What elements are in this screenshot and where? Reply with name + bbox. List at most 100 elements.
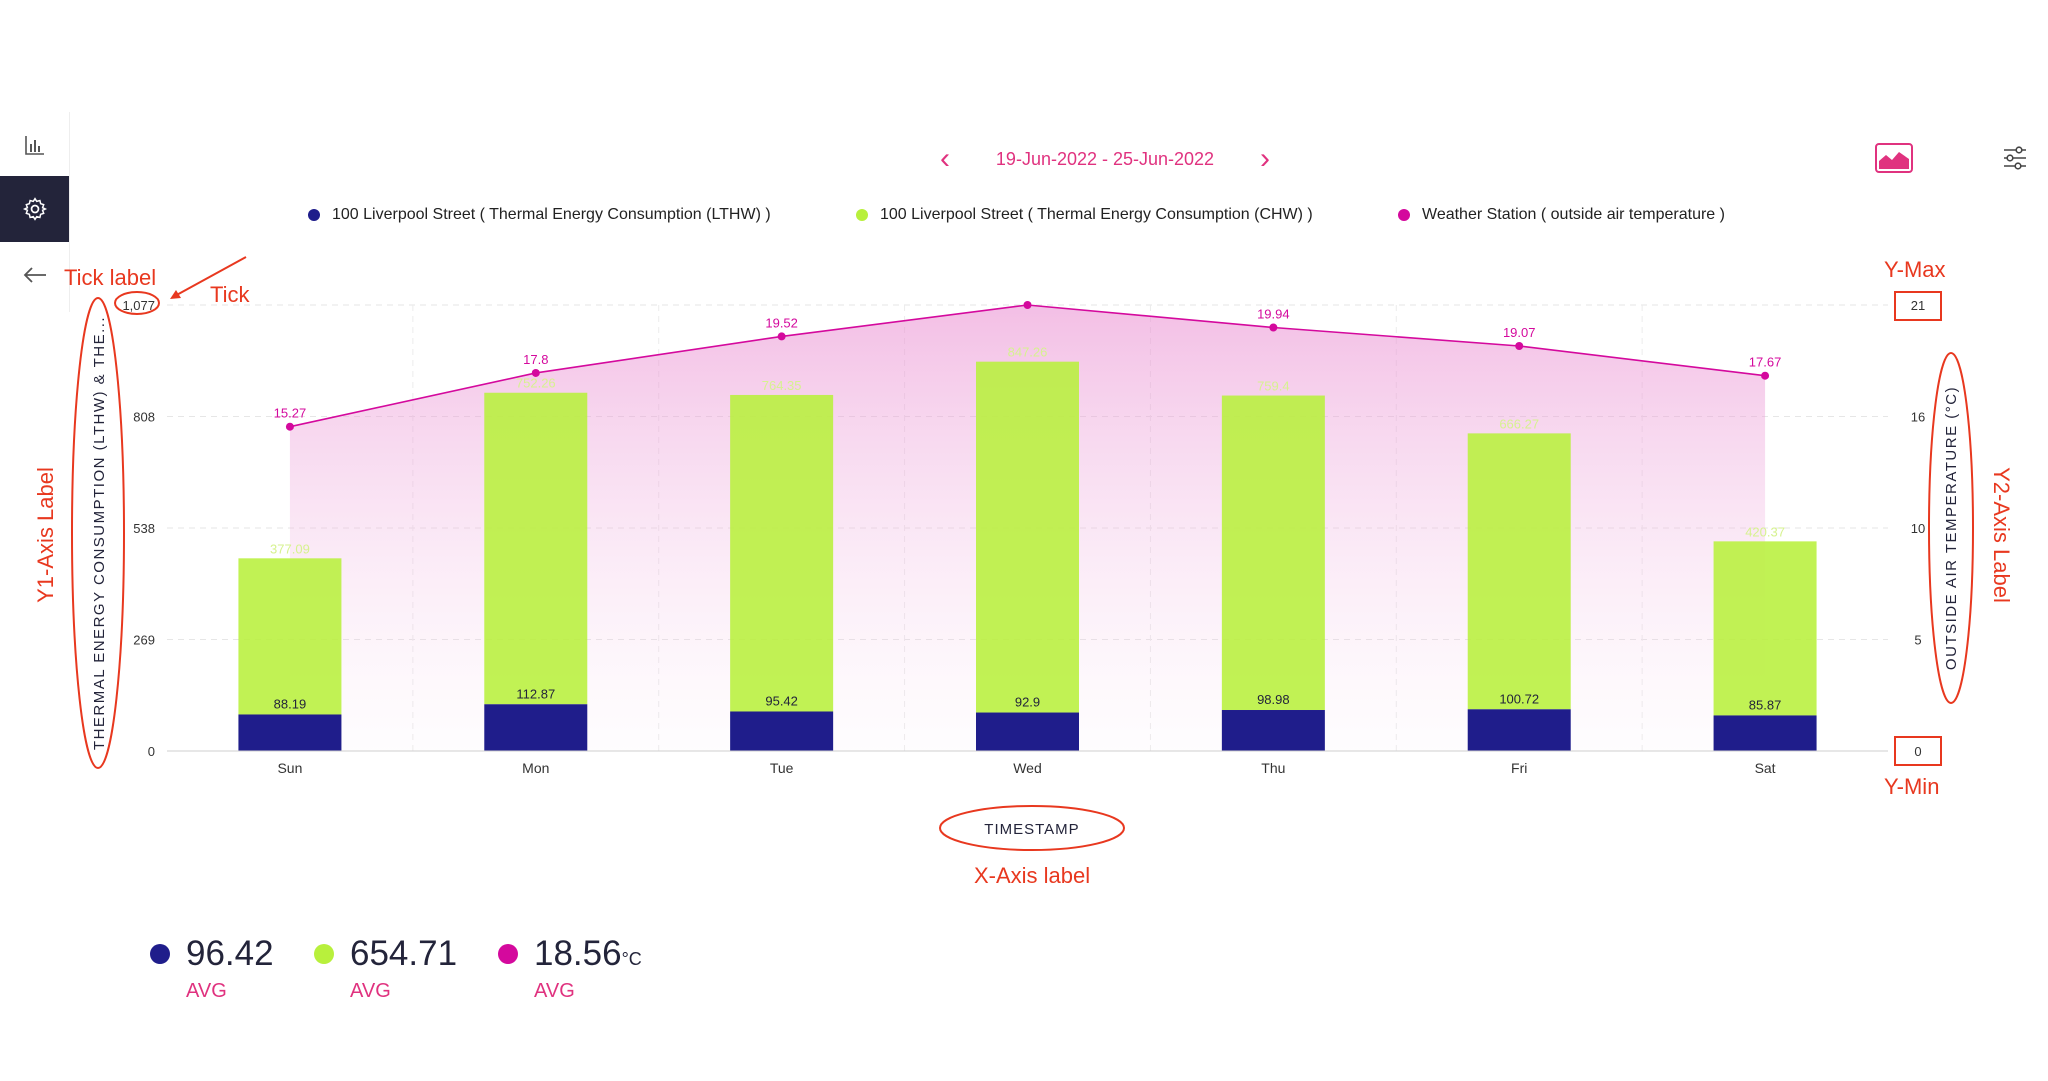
bar-label-lthw: 92.9 bbox=[1015, 695, 1040, 710]
bar-chw bbox=[1221, 395, 1325, 711]
bar-label-chw: 420.37 bbox=[1745, 524, 1785, 539]
legend-label: 100 Liverpool Street ( Thermal Energy Co… bbox=[880, 206, 1313, 223]
bar-label-lthw: 85.87 bbox=[1749, 697, 1782, 712]
stat-label: AVG bbox=[186, 980, 227, 1002]
stat-dot-icon bbox=[314, 944, 334, 964]
x-axis-annotation: X-Axis label bbox=[974, 863, 1091, 888]
y1-tick-label: 269 bbox=[133, 633, 155, 648]
bar-lthw bbox=[1221, 710, 1325, 751]
y2-tick-label: 0 bbox=[1914, 744, 1921, 759]
x-tick-label: Sun bbox=[277, 760, 302, 776]
x-tick-label: Sat bbox=[1755, 760, 1776, 776]
y1-tick-label: 538 bbox=[133, 521, 155, 536]
y2-label-annotation-ring bbox=[1928, 352, 1974, 704]
x-tick-label: Tue bbox=[770, 760, 794, 776]
y1-tick-label: 1,077 bbox=[122, 298, 155, 313]
bar-chart-icon bbox=[24, 136, 44, 155]
temperature-label: 17.8 bbox=[523, 352, 548, 367]
back-arrow-icon bbox=[23, 267, 46, 283]
temperature-point bbox=[1515, 341, 1524, 350]
bar-chw bbox=[976, 361, 1079, 713]
stat-value: 18.56°C bbox=[534, 934, 642, 973]
y2-tick-label: 16 bbox=[1911, 410, 1925, 425]
bar-chw bbox=[1467, 433, 1571, 710]
legend-item-lthw[interactable]: 100 Liverpool Street ( Thermal Energy Co… bbox=[308, 206, 771, 224]
y2-tick-label: 21 bbox=[1911, 298, 1925, 313]
x-tick-label: Fri bbox=[1511, 760, 1527, 776]
sidebar-back-button[interactable] bbox=[0, 242, 69, 308]
y2-axis-title: OUTSIDE AIR TEMPERATURE (°C) bbox=[1943, 386, 1960, 670]
temperature-label: 19.94 bbox=[1257, 307, 1290, 322]
bar-chw bbox=[238, 558, 342, 715]
y1-axis-title: THERMAL ENERGY CONSUMPTION (LTHW) & THE.… bbox=[91, 316, 108, 750]
x-tick-label: Mon bbox=[522, 760, 549, 776]
bar-chw bbox=[730, 394, 834, 712]
stat-dot-icon bbox=[498, 944, 518, 964]
bar-label-chw: 764.35 bbox=[762, 378, 802, 393]
bar-label-lthw: 112.87 bbox=[516, 686, 555, 701]
next-range-icon[interactable]: › bbox=[1260, 142, 1270, 175]
stat-label: AVG bbox=[534, 980, 575, 1002]
tick-label-annotation: Tick label bbox=[64, 265, 157, 290]
combo-chart: 88.19 377.09 112.87 752.26 95.42 764.35 92.9 84… bbox=[71, 256, 1974, 851]
tick-label-annotation-ring bbox=[114, 291, 160, 315]
bar-lthw bbox=[238, 714, 342, 751]
sidebar-chart-button[interactable] bbox=[0, 112, 69, 178]
bar-label-chw: 759.4 bbox=[1257, 379, 1290, 394]
legend-dot-icon bbox=[856, 209, 868, 221]
x-tick-label: Thu bbox=[1261, 760, 1285, 776]
bar-label-lthw: 95.42 bbox=[765, 693, 798, 708]
bar-label-chw: 377.09 bbox=[270, 541, 310, 556]
tick-annotation-arrow bbox=[172, 256, 247, 298]
legend-dot-icon bbox=[1398, 209, 1410, 221]
legend-item-temperature[interactable]: Weather Station ( outside air temperatur… bbox=[1398, 206, 1725, 224]
legend-label: Weather Station ( outside air temperatur… bbox=[1422, 206, 1725, 223]
tick-annotation-arrowhead bbox=[170, 290, 181, 299]
x-axis-title: TIMESTAMP bbox=[984, 821, 1079, 838]
stat-value: 654.71 bbox=[350, 934, 458, 973]
y-min-annotation-box bbox=[1894, 736, 1942, 766]
stat-label: AVG bbox=[350, 980, 391, 1002]
temperature-point bbox=[531, 368, 540, 377]
y1-label-annotation-ring bbox=[71, 297, 125, 769]
area-chart-toggle[interactable] bbox=[1874, 140, 1914, 176]
temperature-label: 19.07 bbox=[1503, 325, 1536, 340]
bar-lthw bbox=[484, 704, 588, 751]
bar-chw bbox=[1713, 541, 1817, 716]
temperature-point bbox=[1269, 323, 1278, 332]
tick-annotation: Tick bbox=[210, 282, 250, 307]
temperature-point bbox=[1023, 301, 1032, 309]
y1-tick-label: 0 bbox=[148, 744, 155, 759]
temperature-label: 15.27 bbox=[274, 406, 307, 421]
temperature-point bbox=[1761, 371, 1770, 380]
legend-label: 100 Liverpool Street ( Thermal Energy Co… bbox=[332, 206, 771, 223]
temperature-point bbox=[777, 332, 786, 341]
y-min-annotation: Y-Min bbox=[1884, 774, 1940, 799]
y1-tick-label: 808 bbox=[133, 410, 155, 425]
bar-chw bbox=[484, 392, 588, 705]
bar-lthw bbox=[1467, 709, 1571, 751]
filter-settings-button[interactable] bbox=[1995, 140, 2035, 176]
sidebar bbox=[0, 112, 70, 312]
sliders-icon bbox=[2004, 146, 2026, 170]
date-range-selector: ‹ 19-Jun-2022 - 25-Jun-2022 › bbox=[940, 142, 1270, 176]
prev-range-icon[interactable]: ‹ bbox=[940, 142, 950, 175]
date-range-label[interactable]: 19-Jun-2022 - 25-Jun-2022 bbox=[995, 148, 1215, 169]
x-label-annotation-ring bbox=[939, 805, 1125, 851]
legend-item-chw[interactable]: 100 Liverpool Street ( Thermal Energy Co… bbox=[856, 206, 1313, 224]
sidebar-settings-button[interactable] bbox=[0, 176, 69, 242]
chart-legend: 100 Liverpool Street ( Thermal Energy Co… bbox=[0, 206, 2048, 234]
temperature-point bbox=[285, 422, 294, 431]
y2-tick-label: 5 bbox=[1914, 633, 1921, 648]
bar-label-lthw: 100.72 bbox=[1499, 691, 1539, 706]
y1-axis-annotation: Y1-Axis Label bbox=[33, 467, 58, 603]
bar-lthw bbox=[1713, 715, 1817, 751]
temperature-label: 17.67 bbox=[1749, 355, 1782, 370]
bar-label-lthw: 88.19 bbox=[274, 696, 307, 711]
bar-label-chw: 752.26 bbox=[516, 376, 556, 391]
area-chart-icon bbox=[1875, 143, 1913, 173]
bar-label-lthw: 98.98 bbox=[1257, 692, 1290, 707]
gear-icon bbox=[22, 197, 47, 221]
stat-unit: °C bbox=[621, 949, 642, 969]
bar-label-chw: 666.27 bbox=[1499, 416, 1539, 431]
